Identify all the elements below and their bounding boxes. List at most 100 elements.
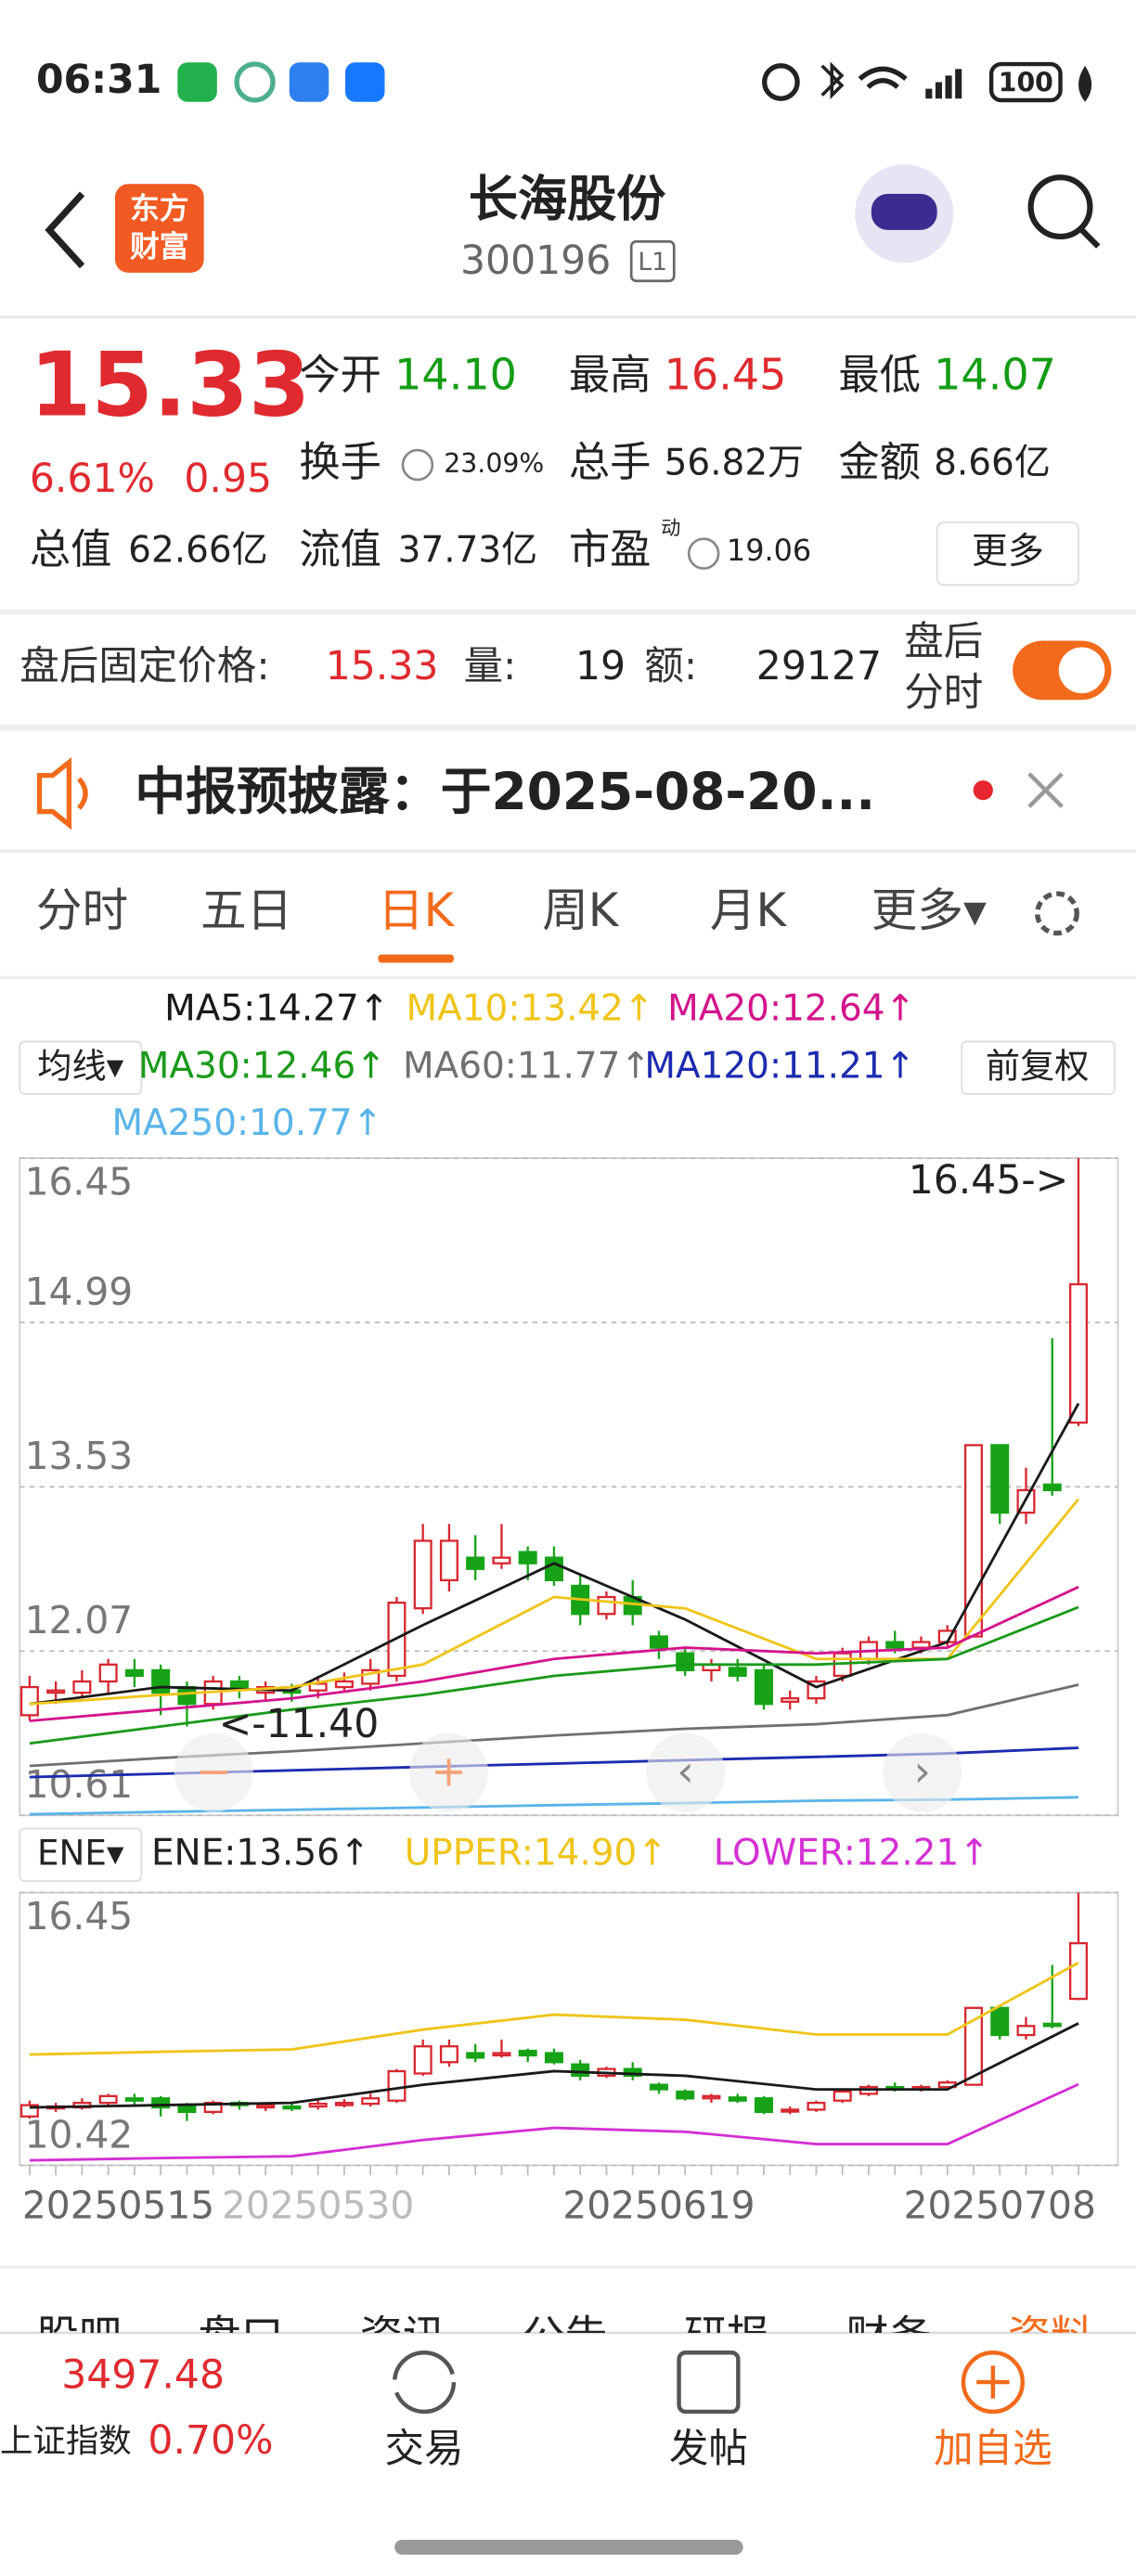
back-button[interactable] [45,191,85,269]
logo[interactable] [114,184,204,273]
sub-tab[interactable]: 研报 [684,2312,769,2362]
indicator-line [29,1402,1080,1706]
ma-legend: MA20:12.64↑ [667,987,915,1029]
candle-body [1016,2025,1036,2037]
last-price: 15.33 [30,333,311,437]
field-value: 23.09% [444,448,544,479]
ma-legend: MA120:11.21↑ [644,1045,915,1087]
nav-item[interactable]: 发帖 [669,2427,748,2472]
candle-body [177,2104,197,2114]
search-button[interactable] [1027,174,1093,240]
candle-body [1042,2022,1062,2028]
ma-button[interactable] [19,1040,143,1095]
alipay-icon [344,62,385,102]
zoom-icon: › [914,1746,931,1797]
zoom-button[interactable] [883,1732,962,1812]
candle-body [754,2097,773,2114]
zoom-button[interactable] [646,1732,726,1812]
y-tick-label: 12.07 [25,1598,134,1642]
ma-legend: MA60:11.77↑ [403,1045,651,1087]
candle-body [990,1444,1010,1514]
indicator-line [29,2082,1079,2162]
candle-body [676,2090,695,2100]
period-tab[interactable]: 分时 [36,883,128,937]
tab-underline [378,954,454,963]
trade-icon [392,2351,457,2415]
post-icon [677,2351,741,2415]
battery-level: 100 [999,67,1053,97]
ene-legend: UPPER:14.90↑ [405,1832,667,1874]
zoom-icon: ‹ [677,1746,693,1797]
low-annotation: <-11.40 [219,1702,380,1747]
sub-tab[interactable]: 资讯 [360,2312,445,2362]
period-tab[interactable]: 五日 [200,883,292,937]
divider [0,724,1136,731]
candle-body [72,1680,92,1694]
candle-body [124,1668,144,1678]
candle-body [413,1539,432,1610]
field-value: 19.06 [727,533,811,568]
wifi-icon [858,66,908,89]
adjust-label[interactable]: 前复权 [986,1045,1090,1086]
nav-item[interactable]: 交易 [384,2427,463,2472]
candle-body [151,1668,171,1694]
candle-body [990,2006,1010,2037]
index-name: 上证指数 [0,2423,132,2461]
logo-text: 财富 [130,228,189,264]
after-hours-label: 额: [644,644,697,689]
notice-text[interactable]: 中报预披露：于2025-08-20... [135,762,875,821]
candle-body [963,1444,983,1638]
indicator-line [29,1961,1079,2056]
candle-body [124,2097,144,2102]
candle-body [256,2104,276,2109]
leaf-icon [1078,65,1092,102]
zoom-button[interactable] [174,1732,253,1812]
field-sup: 动 [661,517,680,540]
sub-tab[interactable]: 财务 [846,2312,931,2362]
zoom-button[interactable] [409,1732,489,1812]
ma-button-label[interactable]: 均线▾ [37,1045,123,1086]
after-hours-label: 量: [464,644,517,689]
candle-body [1068,1941,1089,2001]
field-value: 14.10 [394,350,517,400]
field-label: 金额 [838,439,921,486]
candle-body [361,2097,381,2106]
candle-body [728,2096,747,2102]
speaker-icon [36,756,88,831]
close-button[interactable] [1027,772,1064,808]
candle-body [203,2101,223,2114]
app-icon [234,61,276,103]
sub-tab[interactable]: 盘口 [198,2312,283,2362]
y-tick-label: 13.53 [25,1434,134,1478]
period-tab[interactable]: 周K [542,883,620,937]
x-tick-label: 20250530 [222,2183,414,2227]
info-icon [401,448,434,482]
indicator-line [29,1585,1079,1722]
y-tick-label: 16.45 [25,1159,134,1204]
settings-button[interactable] [1035,891,1079,936]
field-label: 最高 [569,352,652,399]
y-tick-label: 10.61 [25,1762,134,1807]
ene-button[interactable] [19,1827,143,1883]
nav-item[interactable]: 加自选 [934,2427,1052,2472]
ene-button-label[interactable]: ENE▾ [37,1832,124,1873]
candle-body [676,1652,695,1672]
period-tab[interactable]: 更多▾ [871,883,987,937]
field-label: 最低 [838,352,921,399]
more-button[interactable] [936,522,1079,586]
sub-tab[interactable]: 公告 [522,2312,607,2362]
period-tab[interactable]: 月K [710,883,788,937]
x-tick-label: 20250708 [904,2183,1096,2227]
ene-legend: ENE:13.56↑ [151,1832,370,1874]
add-plus [976,2365,1010,2399]
sub-tab[interactable]: 资料 [1008,2312,1093,2362]
after-hours-volume: 19 [575,644,626,689]
candle-body [439,1539,458,1582]
index-change: 0.70% [148,2418,273,2464]
sub-tab[interactable]: 股吧 [36,2312,122,2362]
y-tick-label: 10.42 [25,2112,134,2157]
adjust-button[interactable] [961,1040,1116,1095]
ma-legend: MA250:10.77↑ [111,1102,382,1144]
period-tab[interactable]: 日K [378,883,456,937]
